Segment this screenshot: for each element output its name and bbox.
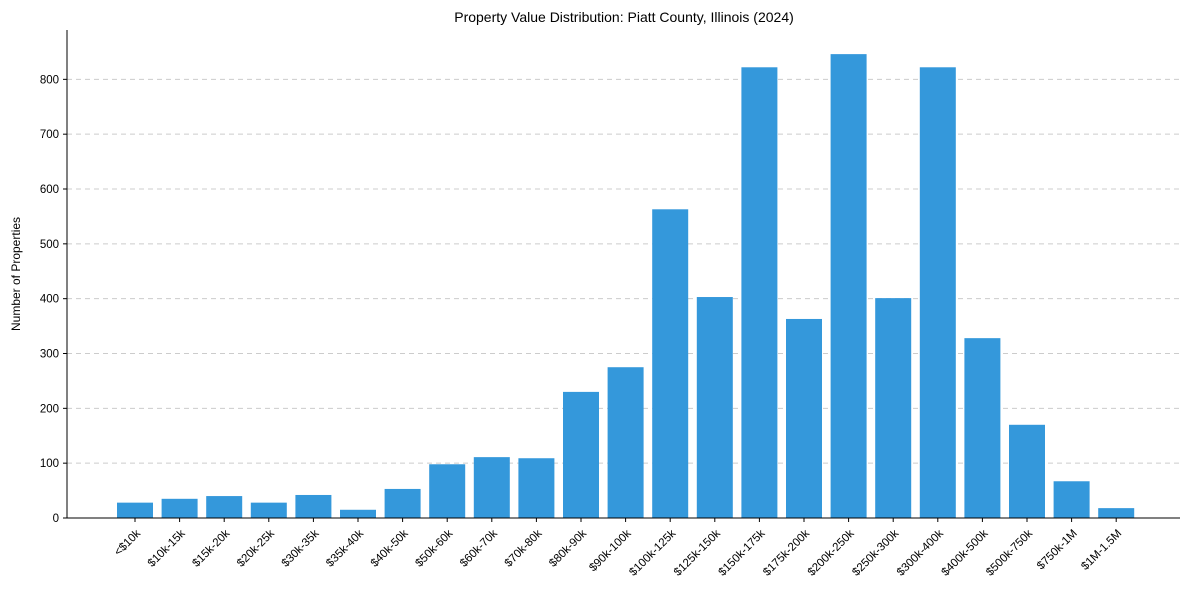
bar-19 bbox=[964, 338, 1001, 518]
x-tick-label: <$10k bbox=[112, 527, 143, 558]
bar-2 bbox=[206, 496, 243, 518]
x-tick-label: $500k-750k bbox=[984, 527, 1035, 578]
bar-0 bbox=[117, 502, 153, 518]
bar-16 bbox=[830, 54, 867, 518]
bar-10 bbox=[563, 391, 599, 518]
chart-title: Property Value Distribution: Piatt Count… bbox=[454, 9, 794, 25]
x-tick-label: $100k-125k bbox=[627, 527, 678, 578]
x-tick-label: $300k-400k bbox=[895, 527, 946, 578]
bars bbox=[117, 54, 1135, 518]
x-tick-label: $60k-70k bbox=[458, 527, 500, 569]
y-ticks: 0 100 200 300 400 500 600 700 800 bbox=[40, 74, 67, 525]
y-axis-label: Number of Properties bbox=[9, 217, 23, 331]
bar-18 bbox=[919, 67, 956, 518]
bar-8 bbox=[473, 457, 510, 518]
y-tick-label: 800 bbox=[40, 74, 59, 86]
bar-17 bbox=[875, 298, 912, 518]
x-tick-label: $1M-1.5M bbox=[1079, 528, 1124, 573]
bar-5 bbox=[340, 509, 376, 518]
y-tick-label: 700 bbox=[40, 129, 59, 141]
bar-1 bbox=[161, 498, 198, 518]
y-tick-label: 500 bbox=[40, 239, 59, 251]
bar-15 bbox=[786, 318, 822, 518]
x-tick-label: $70k-80k bbox=[503, 527, 545, 569]
x-tick-label: $400k-500k bbox=[940, 527, 991, 578]
x-tick-label: $35k-40k bbox=[324, 527, 366, 569]
x-tick-label: $90k-100k bbox=[587, 527, 634, 574]
bar-9 bbox=[518, 458, 555, 518]
bar-11 bbox=[607, 367, 644, 518]
x-ticks: <$10k $10k-15k $15k-20k $20k-25k $30k-35k $35… bbox=[112, 518, 1124, 579]
y-tick-label: 600 bbox=[40, 184, 59, 196]
bar-6 bbox=[384, 488, 421, 518]
y-tick-label: 400 bbox=[40, 294, 59, 306]
x-tick-label: $40k-50k bbox=[369, 527, 411, 569]
bar-22 bbox=[1098, 508, 1135, 518]
x-tick-label: $750k-1M bbox=[1035, 528, 1080, 573]
x-tick-label: $10k-15k bbox=[146, 527, 188, 569]
x-tick-label: $50k-60k bbox=[413, 527, 455, 569]
axes bbox=[66, 30, 1180, 519]
y-tick-label: 100 bbox=[40, 458, 59, 470]
bar-3 bbox=[250, 502, 287, 518]
x-tick-label: $175k-200k bbox=[761, 527, 812, 578]
bar-4 bbox=[295, 494, 332, 518]
y-tick-label: 0 bbox=[53, 513, 59, 525]
x-tick-label: $80k-90k bbox=[547, 527, 589, 569]
x-tick-label: $150k-175k bbox=[717, 527, 768, 578]
x-tick-label: $250k-300k bbox=[850, 527, 901, 578]
x-tick-label: $15k-20k bbox=[190, 527, 232, 569]
bar-20 bbox=[1009, 424, 1045, 518]
bar-7 bbox=[429, 464, 466, 518]
bar-14 bbox=[741, 67, 778, 518]
x-tick-label: $200k-250k bbox=[806, 527, 857, 578]
bar-12 bbox=[652, 209, 689, 518]
x-tick-label: $125k-150k bbox=[672, 527, 723, 578]
x-tick-label: $30k-35k bbox=[280, 527, 322, 569]
bar-21 bbox=[1053, 481, 1090, 518]
y-tick-label: 200 bbox=[40, 403, 59, 415]
x-tick-label: $20k-25k bbox=[235, 527, 277, 569]
bar-13 bbox=[696, 297, 733, 518]
y-tick-label: 300 bbox=[40, 349, 59, 361]
